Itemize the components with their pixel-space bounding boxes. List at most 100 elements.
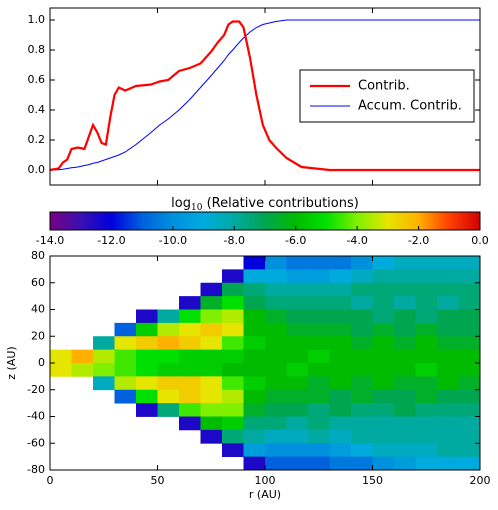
plot-frame — [49, 7, 481, 186]
heat-cell — [351, 429, 373, 444]
heat-cell — [351, 456, 373, 471]
heat-cell — [437, 336, 459, 351]
heat-cell — [394, 336, 416, 351]
heat-cell — [351, 256, 373, 270]
heat-cell — [458, 389, 481, 404]
heat-cell — [458, 296, 481, 310]
heat-cell — [351, 389, 373, 404]
heat-cell — [265, 363, 287, 377]
heat-cell — [265, 256, 287, 270]
heat-cell — [329, 376, 352, 391]
heat-cell — [243, 456, 266, 471]
heat-cell — [437, 416, 459, 431]
heat-cell — [222, 349, 244, 364]
heat-cell — [372, 443, 395, 458]
heat-cell — [265, 403, 287, 417]
heat-cell — [114, 376, 137, 391]
heat-cell — [179, 296, 201, 310]
heat-cell — [394, 363, 416, 377]
heat-cell — [243, 389, 266, 404]
heat-cell — [286, 443, 309, 458]
heat-cell — [50, 363, 72, 377]
heat-cell — [351, 269, 373, 284]
heat-cell — [243, 296, 266, 310]
heat-cell — [243, 429, 266, 444]
heat-cell — [243, 322, 266, 337]
heat-cell — [200, 376, 223, 391]
heat-cell — [157, 336, 180, 351]
heat-cell — [372, 269, 395, 284]
heat-cell — [308, 269, 330, 284]
y-tick-label: 40 — [31, 303, 45, 316]
colorbar-label-prefix: log — [171, 196, 191, 211]
heat-cell — [243, 349, 266, 364]
colorbar-tick-label: -6.0 — [285, 234, 306, 247]
heat-cell — [394, 269, 416, 284]
heat-cell — [222, 322, 244, 337]
heat-cell — [415, 296, 438, 310]
heat-cell — [329, 416, 352, 431]
heat-cell — [415, 336, 438, 351]
heat-cell — [437, 363, 459, 377]
heat-cell — [286, 269, 309, 284]
colorbar-tick-label: -10.0 — [159, 234, 187, 247]
heat-cell — [329, 349, 352, 364]
heat-cell — [308, 389, 330, 404]
colorbar-tick-label: 0.0 — [471, 234, 489, 247]
heat-cell — [372, 456, 395, 471]
heat-cell — [329, 322, 352, 337]
heat-cell — [394, 429, 416, 444]
heat-cell — [200, 309, 223, 324]
heat-cell — [458, 443, 481, 458]
heat-cell — [351, 443, 373, 458]
heat-cell — [286, 282, 309, 297]
heat-cell — [200, 416, 223, 431]
heat-cell — [329, 456, 352, 471]
heat-cell — [415, 389, 438, 404]
heat-cell — [243, 256, 266, 270]
heat-cell — [458, 456, 481, 471]
heat-cell — [458, 256, 481, 270]
heat-cell — [329, 336, 352, 351]
heat-cell — [93, 349, 115, 364]
y-tick-label: 20 — [31, 329, 45, 342]
legend-box — [299, 69, 475, 123]
heat-cell — [93, 363, 115, 377]
heat-cell — [222, 416, 244, 431]
x-tick-label: 200 — [470, 474, 491, 487]
heat-cell — [437, 376, 459, 391]
heat-cell — [222, 282, 244, 297]
heat-cell — [286, 429, 309, 444]
heat-cell — [114, 322, 137, 337]
heat-cell — [200, 296, 223, 310]
heat-cell — [329, 429, 352, 444]
heat-cell — [136, 389, 158, 404]
heat-cell — [308, 309, 330, 324]
heat-cell — [136, 349, 158, 364]
heat-cell — [179, 416, 201, 431]
heat-cell — [265, 349, 287, 364]
heat-cell — [179, 336, 201, 351]
heat-cell — [200, 282, 223, 297]
heat-cell — [415, 363, 438, 377]
heat-cell — [93, 336, 115, 351]
colorbar — [49, 211, 481, 231]
heat-cell — [157, 363, 180, 377]
heat-cell — [222, 336, 244, 351]
heat-cell — [200, 336, 223, 351]
heat-cell — [265, 416, 287, 431]
heat-cell — [458, 282, 481, 297]
heat-cell — [329, 443, 352, 458]
y-tick-label: 0.6 — [28, 73, 46, 86]
heat-cell — [265, 429, 287, 444]
heat-cell — [179, 389, 201, 404]
heat-cell — [415, 416, 438, 431]
heat-cell — [437, 269, 459, 284]
heat-cell — [351, 376, 373, 391]
heat-cell — [394, 443, 416, 458]
heat-cell — [222, 309, 244, 324]
heat-cell — [222, 403, 244, 417]
heat-cell — [308, 363, 330, 377]
heat-cell — [222, 443, 244, 458]
